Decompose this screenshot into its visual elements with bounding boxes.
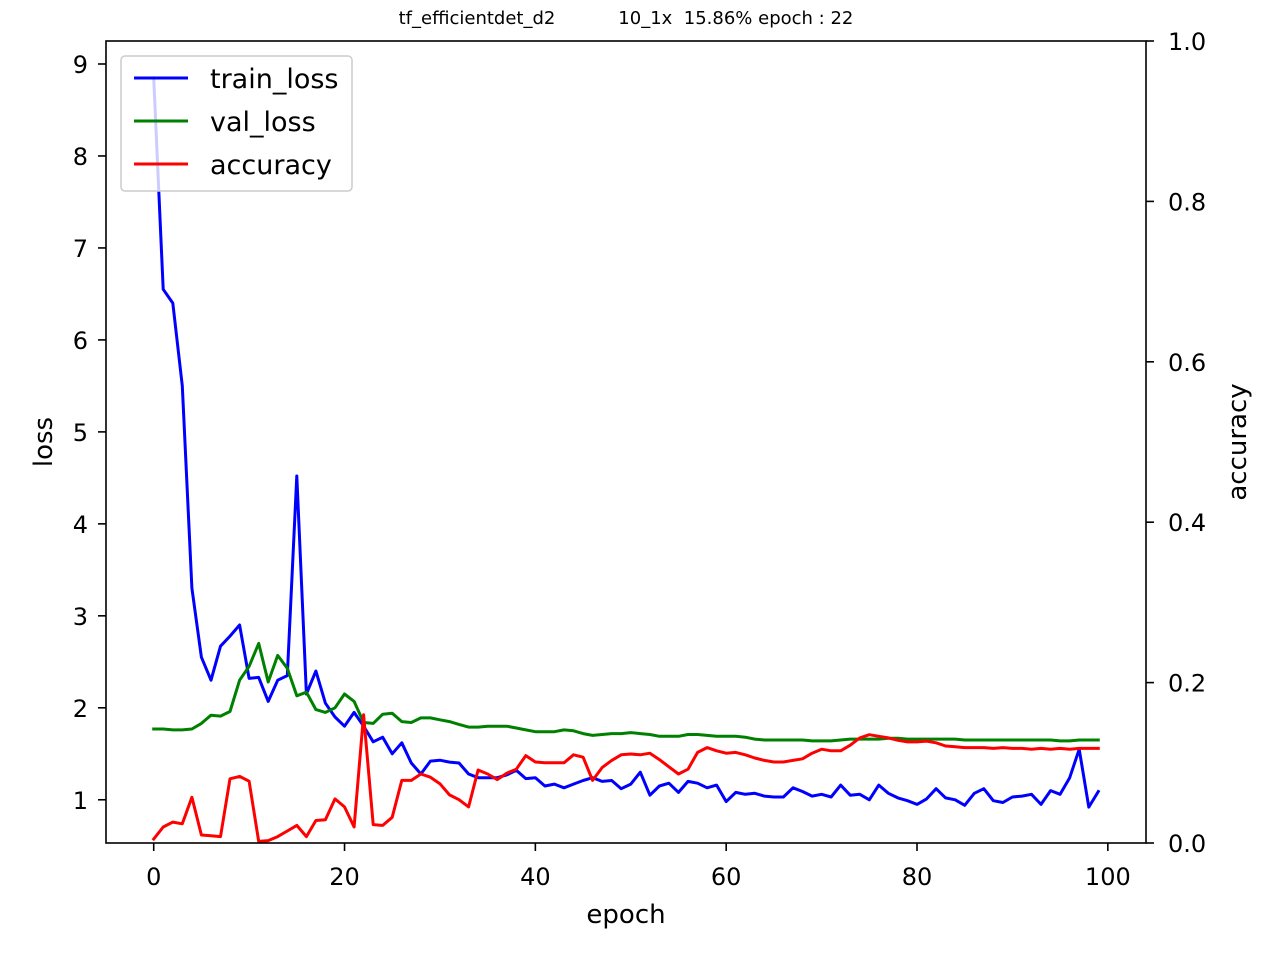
legend-label-val-loss: val_loss (210, 107, 316, 138)
legend: train_loss val_loss accuracy (120, 55, 353, 192)
y-axis-right: 0.0 0.2 0.4 0.6 0.8 1.0 (1146, 28, 1206, 858)
legend-frame (120, 55, 353, 192)
y-left-tick-label: 1 (73, 787, 88, 815)
x-tick-label: 100 (1085, 863, 1131, 891)
x-axis-title: epoch (586, 900, 665, 930)
y-left-tick-label: 3 (73, 603, 88, 631)
y-axis-left-title: loss (29, 417, 59, 467)
x-axis: 0 20 40 60 80 100 (146, 843, 1131, 891)
legend-label-accuracy: accuracy (210, 150, 332, 181)
series-line-train-loss (152, 76, 1101, 809)
chart-title: tf_efficientdet_d2 10_1x 15.86% epoch : … (399, 8, 854, 29)
y-right-tick-label: 0.0 (1168, 830, 1206, 858)
y-left-tick-label: 7 (73, 235, 88, 263)
x-tick-label: 60 (711, 863, 742, 891)
plot-frame (105, 40, 1147, 844)
y-right-tick-label: 1.0 (1168, 28, 1206, 56)
series-layer (151, 76, 1101, 843)
y-left-tick-label: 2 (73, 695, 88, 723)
x-tick-label: 80 (902, 863, 933, 891)
y-axis-right-title: accuracy (1223, 383, 1253, 500)
series-line-accuracy (151, 713, 1100, 843)
x-tick-label: 0 (146, 863, 161, 891)
y-left-tick-label: 5 (73, 419, 88, 447)
y-left-tick-label: 9 (73, 51, 88, 79)
y-right-tick-label: 0.6 (1168, 349, 1206, 377)
x-tick-label: 40 (520, 863, 551, 891)
y-left-tick-label: 4 (73, 511, 88, 539)
legend-label-train-loss: train_loss (210, 64, 339, 95)
y-left-tick-label: 6 (73, 327, 88, 355)
y-right-tick-label: 0.8 (1168, 188, 1206, 216)
series-line-val-loss (152, 641, 1100, 743)
y-axis-left: 1 2 3 4 5 6 7 8 9 (73, 51, 106, 815)
y-right-tick-label: 0.4 (1168, 509, 1206, 537)
y-left-tick-label: 8 (73, 143, 88, 171)
x-tick-label: 20 (329, 863, 360, 891)
y-right-tick-label: 0.2 (1168, 670, 1206, 698)
